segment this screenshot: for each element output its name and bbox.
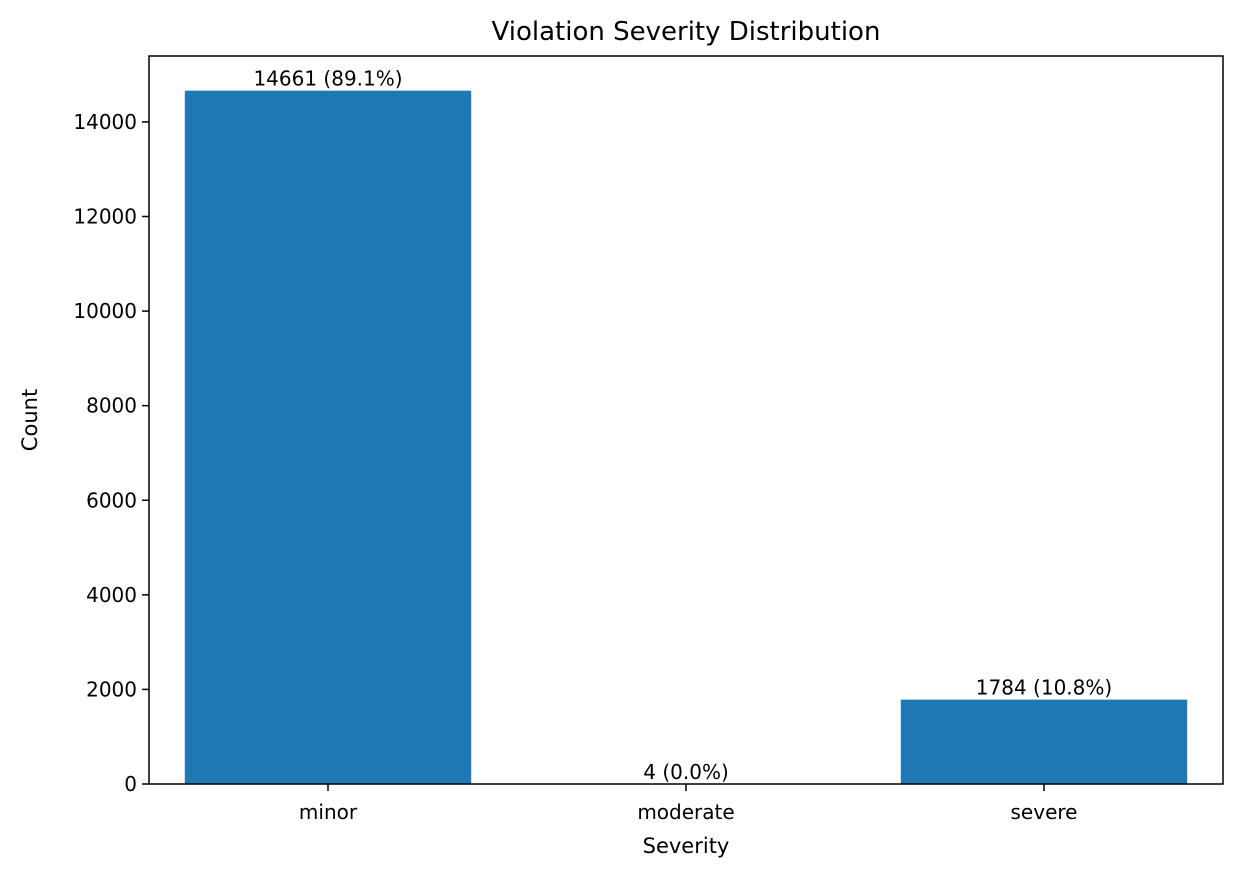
y-tick-label-2000: 2000 <box>86 677 137 701</box>
data-label-moderate: 4 (0.0%) <box>643 760 729 784</box>
bars-layer <box>184 90 1188 784</box>
y-tick-label-4000: 4000 <box>86 583 137 607</box>
y-tick-label-12000: 12000 <box>73 205 137 229</box>
x-tick-label-moderate: moderate <box>637 800 734 824</box>
y-tick-label-6000: 6000 <box>86 488 137 512</box>
bar-minor <box>184 90 472 784</box>
x-axis-label: Severity <box>643 834 730 858</box>
x-tick-label-severe: severe <box>1011 800 1078 824</box>
y-axis: 0 2000 4000 6000 8000 10000 12000 14000 <box>73 110 149 796</box>
y-tick-label-14000: 14000 <box>73 110 137 134</box>
data-label-minor: 14661 (89.1%) <box>253 67 402 91</box>
y-tick-label-10000: 10000 <box>73 299 137 323</box>
x-tick-label-minor: minor <box>299 800 358 824</box>
data-labels-layer: 14661 (89.1%) 4 (0.0%) 1784 (10.8%) <box>253 67 1112 784</box>
x-axis: minor moderate severe <box>299 784 1078 824</box>
data-label-severe: 1784 (10.8%) <box>976 676 1112 700</box>
chart-title: Violation Severity Distribution <box>492 17 881 47</box>
y-tick-label-0: 0 <box>124 772 137 796</box>
bar-severe <box>900 699 1188 784</box>
y-tick-label-8000: 8000 <box>86 394 137 418</box>
y-axis-label: Count <box>18 389 42 451</box>
